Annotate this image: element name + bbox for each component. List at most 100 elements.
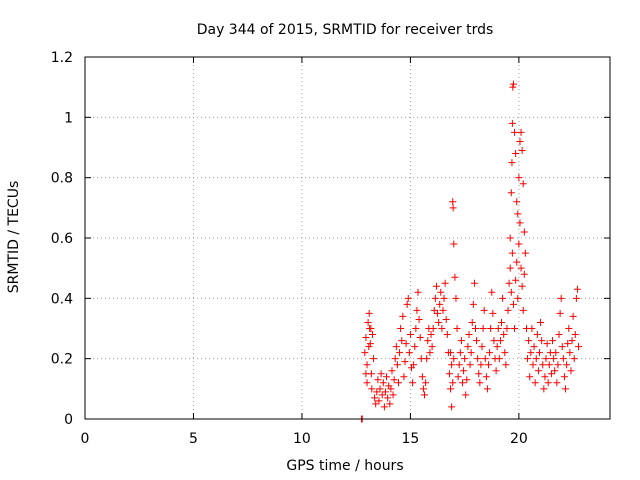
data-point	[432, 282, 440, 290]
data-point	[514, 294, 522, 302]
data-point	[363, 379, 371, 387]
data-point	[501, 349, 509, 357]
data-point	[489, 309, 497, 317]
data-point	[442, 315, 450, 323]
data-point	[390, 376, 398, 384]
data-point	[514, 210, 522, 218]
y-tick-label: 0	[64, 412, 73, 428]
data-point	[367, 325, 375, 332]
data-point	[397, 325, 405, 332]
data-point	[473, 337, 481, 345]
x-tick-label: 5	[189, 431, 198, 447]
data-point	[402, 340, 410, 348]
data-point	[531, 379, 539, 387]
data-point	[380, 403, 388, 411]
data-point	[527, 349, 535, 357]
data-point	[519, 306, 527, 314]
data-point	[450, 355, 458, 363]
data-point	[381, 388, 389, 396]
data-point	[496, 337, 504, 345]
data-point	[477, 361, 485, 369]
data-point	[399, 312, 407, 320]
data-point	[419, 385, 427, 393]
data-point	[520, 228, 528, 236]
data-point	[464, 343, 472, 351]
data-point	[370, 355, 378, 363]
data-point	[463, 376, 471, 384]
data-point	[558, 343, 566, 351]
data-point	[564, 340, 572, 348]
data-points	[358, 80, 583, 423]
data-point	[440, 294, 448, 302]
data-point	[412, 325, 420, 332]
data-point	[368, 331, 376, 339]
data-point	[388, 367, 396, 375]
data-point	[528, 325, 536, 332]
data-point	[550, 355, 558, 363]
data-point	[447, 349, 455, 357]
data-point	[405, 349, 413, 357]
data-point	[552, 349, 560, 357]
y-tick-label: 0.6	[51, 231, 73, 247]
data-point	[542, 355, 550, 363]
data-point	[565, 325, 573, 332]
data-point	[362, 334, 370, 342]
data-point	[449, 198, 457, 206]
data-point	[424, 337, 432, 345]
data-point	[492, 367, 500, 375]
data-point	[502, 361, 510, 369]
data-point	[513, 198, 521, 206]
data-point	[562, 385, 570, 393]
data-point	[418, 373, 426, 381]
data-point	[524, 355, 532, 363]
data-point	[519, 180, 527, 188]
data-point	[572, 294, 580, 302]
data-point	[468, 318, 476, 326]
data-point	[373, 388, 381, 396]
data-point	[434, 309, 442, 317]
data-point	[466, 361, 474, 369]
data-point	[448, 361, 456, 369]
data-point	[393, 361, 401, 369]
data-point	[383, 373, 391, 381]
data-point	[387, 385, 395, 393]
data-point	[482, 373, 490, 381]
data-point	[525, 337, 533, 345]
data-point	[555, 331, 563, 339]
data-point	[474, 355, 482, 363]
data-point	[512, 150, 520, 158]
data-point	[460, 367, 468, 375]
y-tick-label: 1.2	[51, 50, 73, 66]
data-point	[533, 331, 541, 339]
data-point	[500, 331, 508, 339]
data-point	[515, 174, 523, 182]
data-point	[423, 355, 431, 363]
data-point	[436, 300, 444, 308]
chart-title: Day 344 of 2015, SRMTID for receiver trd…	[197, 22, 494, 38]
data-point	[365, 309, 373, 317]
data-point	[478, 343, 486, 351]
data-point	[453, 325, 461, 332]
data-point	[452, 294, 460, 302]
data-point	[560, 373, 568, 381]
data-point	[384, 394, 392, 402]
data-point	[429, 325, 437, 332]
data-point	[517, 128, 525, 136]
data-point	[375, 397, 383, 405]
data-point	[454, 373, 462, 381]
data-point	[447, 385, 455, 393]
x-tick-label: 0	[81, 431, 90, 447]
data-point	[362, 370, 370, 378]
data-point	[518, 282, 526, 290]
data-point	[445, 370, 453, 378]
data-point	[455, 361, 463, 369]
data-point	[513, 258, 521, 266]
data-point	[404, 294, 412, 302]
data-point	[537, 318, 545, 326]
data-point	[465, 331, 473, 339]
data-point	[573, 285, 581, 293]
data-point	[462, 391, 470, 399]
data-point	[520, 270, 528, 278]
data-point	[556, 309, 564, 317]
